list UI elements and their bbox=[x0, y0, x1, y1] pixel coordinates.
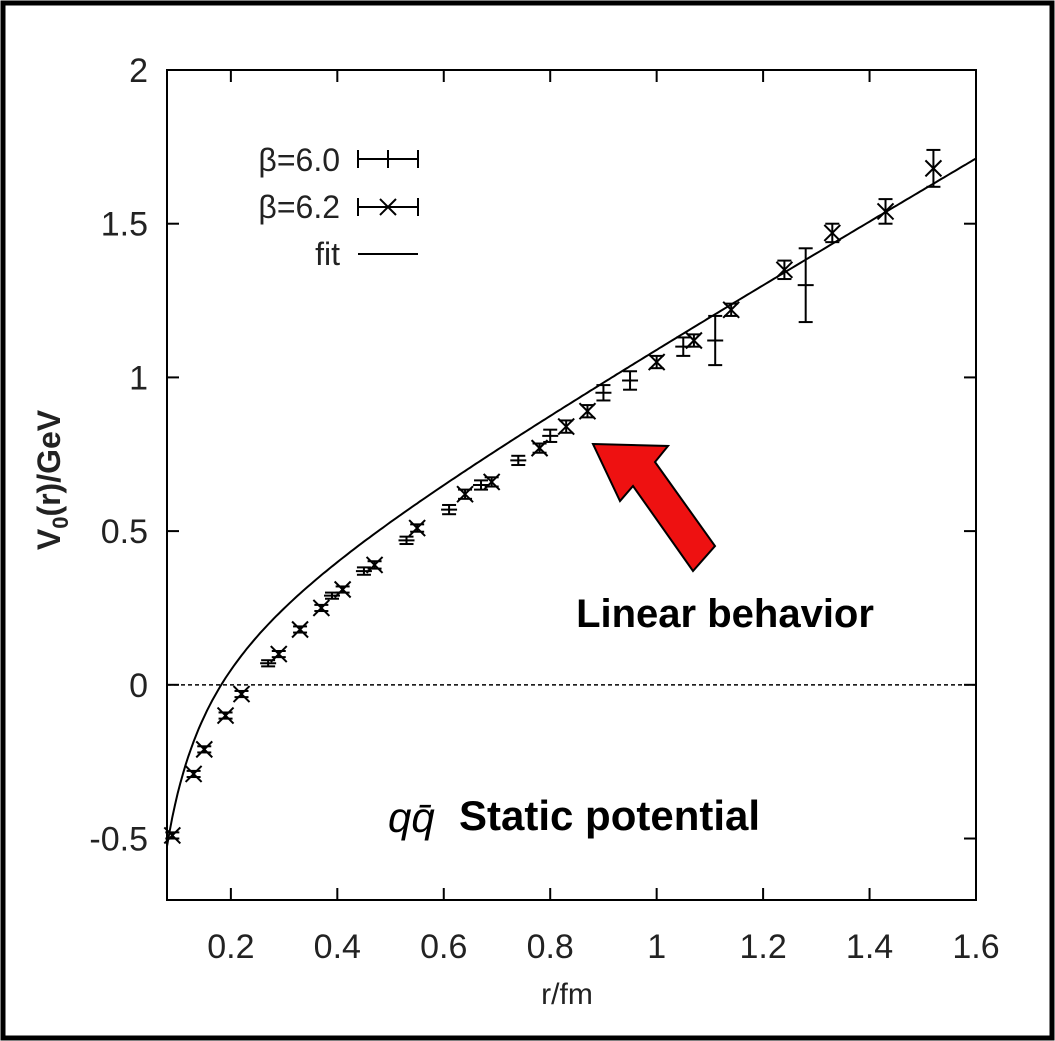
y-axis-label-sub: 0 bbox=[48, 517, 73, 529]
plot-area bbox=[166, 69, 977, 901]
data-point-beta-6-2 bbox=[775, 259, 794, 281]
legend-marker-cross bbox=[357, 198, 419, 216]
data-point-beta-6-2 bbox=[365, 556, 384, 574]
data-point-beta-6-2 bbox=[270, 645, 288, 663]
qqbar-symbol: qq̄ bbox=[388, 794, 435, 841]
x-tick-label: 0.8 bbox=[527, 928, 574, 966]
svg-text:V0(r)/GeV: V0(r)/GeV bbox=[31, 409, 73, 550]
y-tick-label: 0.5 bbox=[101, 513, 148, 551]
y-tick-label: -0.5 bbox=[89, 821, 148, 859]
x-tick-label: 0.2 bbox=[207, 928, 254, 966]
x-tick-label: 1 bbox=[647, 928, 666, 966]
data-point-beta-6-2 bbox=[312, 599, 331, 617]
y-axis-label: V0(r)/GeV bbox=[31, 409, 73, 550]
static-potential-text: Static potential bbox=[459, 792, 760, 839]
data-point-beta-6-2 bbox=[647, 353, 666, 371]
data-point-beta-6-2 bbox=[924, 148, 943, 188]
data-point-beta-6-0 bbox=[622, 370, 639, 391]
legend: β=6.0 β=6.2 fit bbox=[258, 142, 419, 272]
legend-marker-plus bbox=[357, 150, 419, 168]
data-point-beta-6-2 bbox=[685, 331, 703, 350]
x-tick-label: 1.6 bbox=[952, 928, 999, 966]
data-point-beta-6-2 bbox=[408, 519, 426, 537]
x-ticks: 0.2 0.4 0.6 0.8 1 1.2 1.4 1.6 bbox=[207, 70, 1000, 966]
data-point-beta-6-0 bbox=[797, 247, 814, 324]
data-point-beta-6-2 bbox=[333, 580, 352, 599]
legend-label-beta-6-0: β=6.0 bbox=[258, 142, 340, 178]
data-point-beta-6-2 bbox=[482, 473, 501, 491]
data-points bbox=[163, 148, 943, 845]
data-point-beta-6-2 bbox=[456, 485, 474, 503]
data-point-beta-6-0 bbox=[260, 659, 277, 668]
y-axis-label-main: V bbox=[31, 528, 67, 550]
x-tick-label: 0.6 bbox=[420, 928, 467, 966]
x-tick-label: 1.4 bbox=[846, 928, 893, 966]
linear-behavior-label: Linear behavior bbox=[576, 592, 874, 636]
data-point-beta-6-0 bbox=[707, 314, 724, 367]
data-point-beta-6-2 bbox=[216, 706, 235, 725]
y-tick-label: 2 bbox=[129, 52, 148, 90]
data-point-beta-6-2 bbox=[291, 620, 309, 639]
legend-label-fit: fit bbox=[315, 236, 340, 272]
x-axis-label: r/fm bbox=[541, 978, 593, 1011]
y-tick-label: 1.5 bbox=[101, 206, 148, 244]
static-potential-label: qq̄ Static potential bbox=[388, 792, 760, 841]
x-tick-label: 0.4 bbox=[314, 928, 361, 966]
data-point-beta-6-2 bbox=[557, 417, 575, 436]
data-point-beta-6-0 bbox=[398, 535, 415, 546]
data-point-beta-6-2 bbox=[195, 740, 213, 759]
data-point-beta-6-2 bbox=[823, 222, 842, 244]
y-ticks: -0.5 0 0.5 1 1.5 2 bbox=[89, 52, 976, 859]
data-point-beta-6-2 bbox=[578, 402, 597, 420]
data-point-beta-6-2 bbox=[530, 439, 549, 457]
data-point-beta-6-0 bbox=[595, 384, 612, 402]
arrow-icon bbox=[591, 442, 717, 573]
data-point-beta-6-2 bbox=[876, 198, 895, 225]
data-point-beta-6-0 bbox=[473, 479, 490, 491]
data-point-beta-6-0 bbox=[510, 454, 527, 467]
data-point-beta-6-0 bbox=[441, 503, 458, 516]
y-tick-label: 1 bbox=[129, 359, 148, 397]
y-axis-label-rest: (r)/GeV bbox=[31, 409, 67, 516]
data-point-beta-6-2 bbox=[184, 765, 203, 783]
fit-curve bbox=[166, 157, 977, 847]
data-point-beta-6-2 bbox=[232, 685, 251, 703]
y-tick-label: 0 bbox=[129, 667, 148, 705]
legend-label-beta-6-2: β=6.2 bbox=[258, 189, 340, 225]
x-tick-label: 1.2 bbox=[739, 928, 786, 966]
data-point-beta-6-2 bbox=[163, 826, 182, 845]
data-point-beta-6-2 bbox=[722, 301, 740, 319]
